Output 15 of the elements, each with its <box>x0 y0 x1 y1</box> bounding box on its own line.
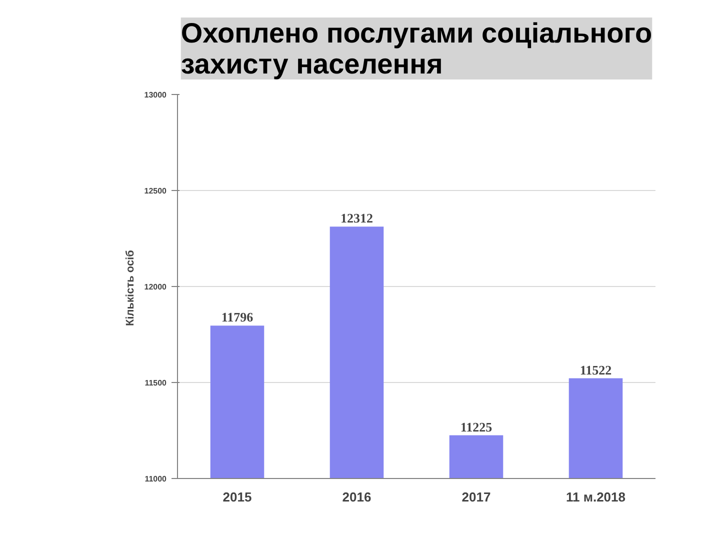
y-tick-label: 11500 <box>144 378 168 388</box>
y-tick-label: 12000 <box>144 282 168 292</box>
data-label: 11796 <box>221 310 254 325</box>
y-tick-label: 13000 <box>144 90 168 100</box>
x-tick-label: 2016 <box>342 490 372 504</box>
y-axis-title: Кількість осіб <box>124 250 136 326</box>
x-tick-label: 11 м.2018 <box>566 490 626 504</box>
chart-title: Охоплено послугами соціального захисту населення <box>180 18 652 80</box>
data-label: 12312 <box>340 210 373 226</box>
data-label: 11225 <box>460 419 493 434</box>
y-tick-label: 11000 <box>144 474 168 484</box>
y-tick-label: 12500 <box>144 186 168 196</box>
x-tick-label: 2015 <box>222 490 252 504</box>
x-tick-label: 2017 <box>462 490 491 504</box>
data-label: 11522 <box>580 362 612 378</box>
